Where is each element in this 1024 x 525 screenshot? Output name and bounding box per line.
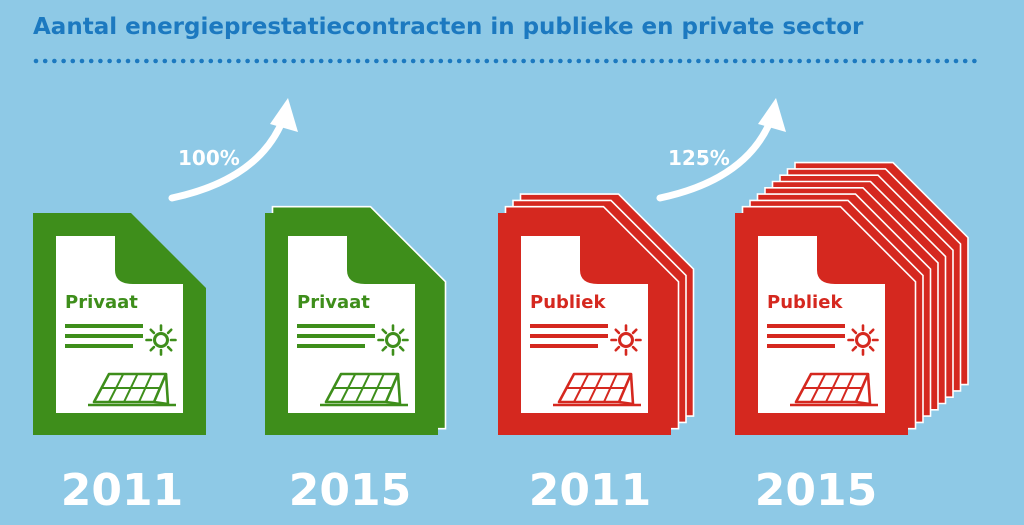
text-line	[530, 344, 598, 348]
text-line	[530, 334, 608, 338]
year-label: 2011	[529, 465, 651, 516]
text-line	[65, 334, 143, 338]
sun-icon	[847, 324, 879, 356]
dotted-divider	[33, 58, 977, 64]
text-line	[297, 334, 375, 338]
pictogram-bar-privaat-2015: Privaat 2015	[265, 205, 447, 516]
text-line	[767, 324, 845, 328]
sun-icon	[610, 324, 642, 356]
year-label: 2015	[289, 465, 411, 516]
solar-panel-icon	[553, 372, 641, 407]
text-line	[65, 344, 133, 348]
pictogram-bar-publiek-2011: Publiek 2011	[498, 193, 695, 516]
arrow-up-icon	[656, 98, 786, 202]
pictogram-bar-publiek-2015: Publiek 2015	[735, 161, 969, 516]
document-label: Publiek	[767, 292, 843, 313]
solar-panel-icon	[88, 372, 176, 407]
document-label: Privaat	[65, 292, 138, 313]
document-label: Privaat	[297, 292, 370, 313]
chart-title: Aantal energieprestatiecontracten in pub…	[33, 14, 864, 40]
text-line	[530, 324, 608, 328]
text-line	[767, 334, 845, 338]
text-line	[297, 344, 365, 348]
text-line	[767, 344, 835, 348]
pictogram-bar-privaat-2011: Privaat 2011	[33, 213, 206, 516]
year-label: 2011	[61, 465, 183, 516]
arrow-up-icon	[168, 98, 298, 202]
growth-label: 125%	[668, 146, 730, 170]
solar-panel-icon	[320, 372, 408, 407]
sun-icon	[377, 324, 409, 356]
sector-group-publiek: 125% Publiek 2011 Publiek 2015	[498, 98, 969, 516]
growth-label: 100%	[178, 146, 240, 170]
year-label: 2015	[755, 465, 877, 516]
solar-panel-icon	[790, 372, 878, 407]
sector-group-privaat: 100% Privaat 2011 Privaat 2015	[33, 98, 447, 516]
text-line	[65, 324, 143, 328]
document-label: Publiek	[530, 292, 606, 313]
text-line	[297, 324, 375, 328]
sun-icon	[145, 324, 177, 356]
